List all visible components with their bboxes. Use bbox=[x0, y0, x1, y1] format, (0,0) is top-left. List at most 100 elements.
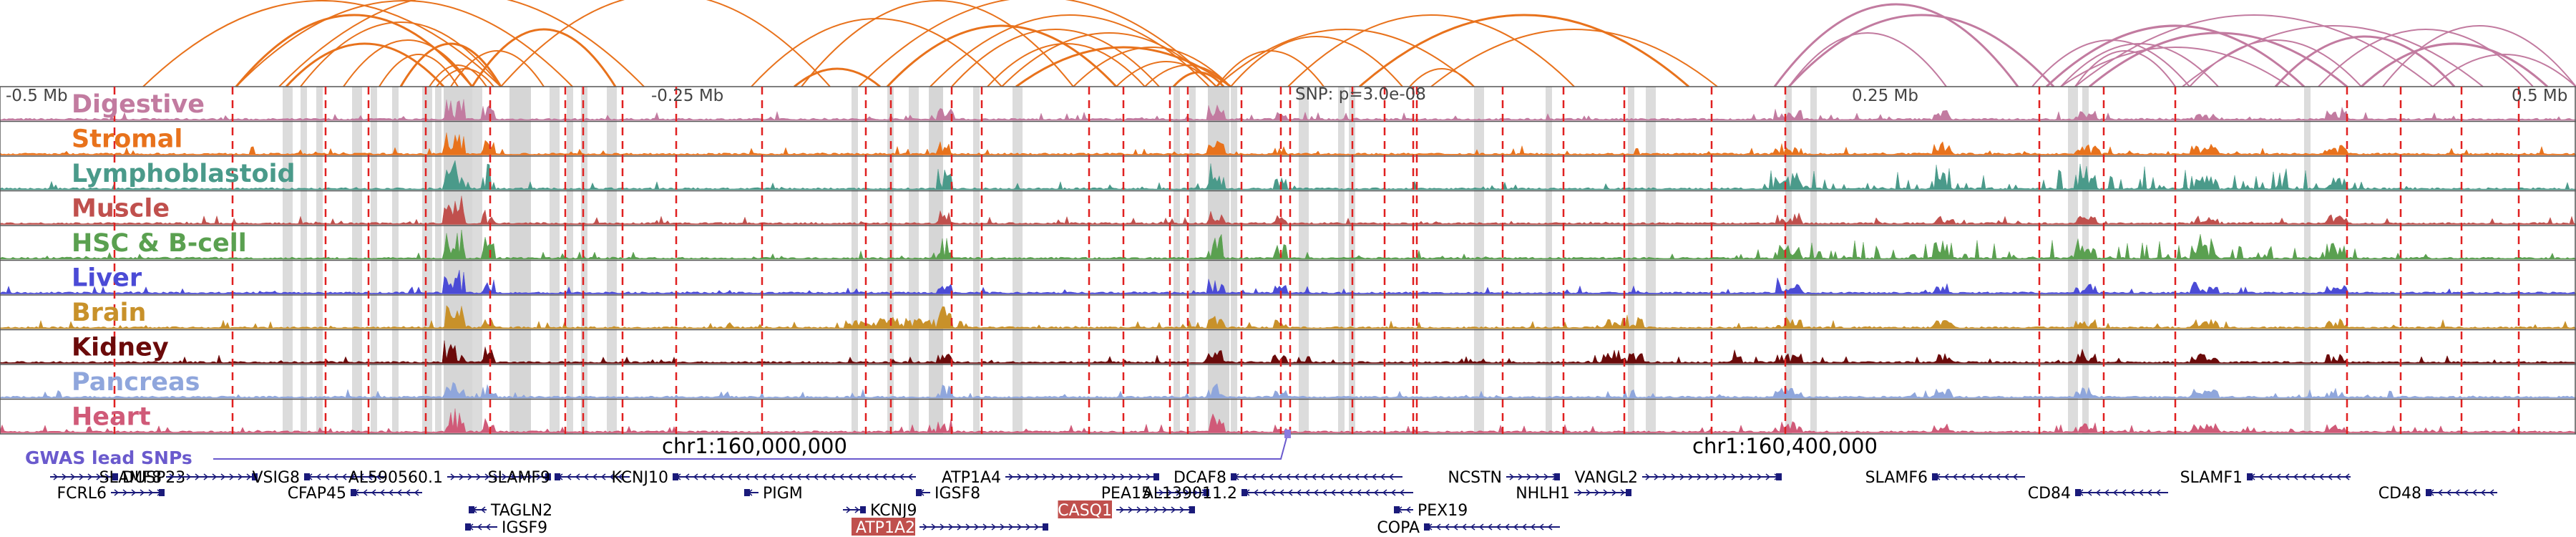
strand-arrow bbox=[371, 489, 376, 496]
strand-arrow bbox=[1611, 489, 1617, 496]
gene-nhlh1[interactable]: NHLH1 bbox=[1516, 485, 1631, 503]
gene-copa[interactable]: COPA bbox=[1377, 519, 1560, 537]
track-signal bbox=[0, 160, 2576, 190]
gene-label: COPA bbox=[1377, 519, 1420, 537]
strand-arrow bbox=[1319, 473, 1325, 480]
gene-label: KCNJ10 bbox=[611, 469, 668, 487]
strand-arrow bbox=[1330, 489, 1336, 496]
gene-label: ATP1A2 bbox=[856, 519, 915, 537]
loop-arc bbox=[1773, 3, 2019, 87]
gene-slamf1[interactable]: SLAMF1 bbox=[2180, 469, 2351, 487]
strand-arrow bbox=[405, 489, 411, 496]
gene-vangl2[interactable]: VANGL2 bbox=[1575, 469, 1782, 487]
strand-arrow bbox=[2301, 473, 2307, 480]
gene-slamf9[interactable]: SLAMF9 bbox=[488, 469, 630, 487]
strand-arrow bbox=[796, 473, 801, 480]
gene-label: FCRL6 bbox=[57, 485, 107, 503]
gene-exon bbox=[1394, 506, 1400, 513]
strand-arrow bbox=[114, 489, 119, 496]
strand-arrow bbox=[804, 473, 810, 480]
strand-arrow bbox=[388, 489, 394, 496]
gene-pex19[interactable]: PEX19 bbox=[1394, 502, 1468, 520]
gene-label: DCAF8 bbox=[1174, 469, 1226, 487]
gene-kcnj9[interactable]: KCNJ9 bbox=[843, 502, 917, 520]
gwas-label: GWAS lead SNPs bbox=[25, 448, 192, 468]
strand-arrow bbox=[684, 473, 690, 480]
strand-arrow bbox=[856, 473, 862, 480]
strand-arrow bbox=[1765, 473, 1771, 480]
strand-arrow bbox=[1339, 489, 1345, 496]
gene-slamf8[interactable]: SLAMF8 bbox=[99, 469, 258, 487]
strand-arrow bbox=[1496, 523, 1501, 531]
axis-label-pos-quarter: 0.25 Mb bbox=[1852, 87, 1918, 105]
loop-arc bbox=[930, 14, 1210, 87]
gene-cd84[interactable]: CD84 bbox=[2028, 485, 2168, 503]
strand-arrow bbox=[1270, 489, 1276, 496]
strand-arrow bbox=[450, 473, 456, 480]
gene-casq1[interactable]: CASQ1 bbox=[1058, 500, 1195, 520]
strand-arrow bbox=[1543, 473, 1549, 480]
track-signal bbox=[0, 99, 2576, 120]
strand-arrow bbox=[1287, 489, 1293, 496]
strand-arrow bbox=[1371, 473, 1377, 480]
gene-al590560-1[interactable]: AL590560.1 bbox=[348, 469, 551, 487]
strand-arrow bbox=[736, 473, 741, 480]
gene-atp1a4[interactable]: ATP1A4 bbox=[942, 469, 1159, 487]
gene-al139011-2[interactable]: AL139011.2 bbox=[1143, 485, 1413, 503]
gene-cd48[interactable]: CD48 bbox=[2379, 485, 2497, 503]
gene-vsig8[interactable]: VSIG8 bbox=[252, 469, 386, 487]
strand-arrow bbox=[1296, 489, 1302, 496]
gene-exon bbox=[1231, 473, 1236, 480]
gene-igsf9[interactable]: IGSF9 bbox=[465, 519, 547, 537]
gene-exon bbox=[673, 473, 678, 480]
gene-exon bbox=[2247, 473, 2253, 480]
strand-arrow bbox=[1697, 473, 1702, 480]
strand-arrow bbox=[316, 473, 321, 480]
gene-exon bbox=[351, 489, 356, 496]
loop-arc bbox=[1788, 32, 1947, 87]
gene-atp1a2[interactable]: ATP1A2 bbox=[852, 518, 1048, 537]
track-signal bbox=[0, 382, 2576, 398]
gene-exon bbox=[2426, 489, 2431, 496]
strand-arrow bbox=[1128, 506, 1133, 513]
gene-dusp23[interactable]: DUSP23 bbox=[50, 469, 185, 487]
strand-arrow bbox=[1679, 473, 1685, 480]
loop-arc bbox=[2060, 47, 2290, 87]
gene-dcaf8[interactable]: DCAF8 bbox=[1174, 469, 1402, 487]
strand-arrow bbox=[1103, 473, 1108, 480]
gene-pea15[interactable]: PEA15 bbox=[1101, 485, 1209, 503]
gene-fcrl6[interactable]: FCRL6 bbox=[57, 485, 165, 503]
strand-arrow bbox=[122, 489, 128, 496]
gene-exon bbox=[1626, 489, 1631, 496]
strand-arrow bbox=[2112, 489, 2118, 496]
gene-cfap45[interactable]: CFAP45 bbox=[288, 485, 422, 503]
strand-arrow bbox=[1337, 473, 1342, 480]
strand-arrow bbox=[1748, 473, 1754, 480]
loop-arc bbox=[1787, 14, 2055, 88]
gene-pigm[interactable]: PIGM bbox=[744, 485, 803, 503]
gene-exon bbox=[1776, 473, 1782, 480]
loop-arc bbox=[801, 0, 1074, 87]
strand-arrow bbox=[1017, 523, 1023, 531]
gene-tagln2[interactable]: TAGLN2 bbox=[469, 502, 552, 520]
gene-igsf8[interactable]: IGSF8 bbox=[916, 485, 980, 503]
strand-arrow bbox=[1487, 523, 1493, 531]
strand-arrow bbox=[1347, 489, 1353, 496]
strand-arrow bbox=[1530, 523, 1536, 531]
strand-arrow bbox=[948, 523, 954, 531]
gene-ncstn[interactable]: NCSTN bbox=[1448, 469, 1560, 487]
loop-arc bbox=[886, 24, 1118, 88]
strand-arrow bbox=[1060, 473, 1065, 480]
gene-label: KCNJ9 bbox=[870, 502, 917, 520]
strand-arrow bbox=[1740, 473, 1745, 480]
strand-arrow bbox=[1586, 489, 1591, 496]
gene-kcnj10[interactable]: KCNJ10 bbox=[611, 469, 916, 487]
strand-arrow bbox=[1435, 523, 1441, 531]
strand-arrow bbox=[1119, 506, 1125, 513]
strand-arrow bbox=[1158, 489, 1164, 496]
strand-arrow bbox=[1526, 473, 1532, 480]
strand-arrow bbox=[1521, 523, 1527, 531]
gene-slamf6[interactable]: SLAMF6 bbox=[1865, 469, 2025, 487]
strand-arrow bbox=[693, 473, 698, 480]
